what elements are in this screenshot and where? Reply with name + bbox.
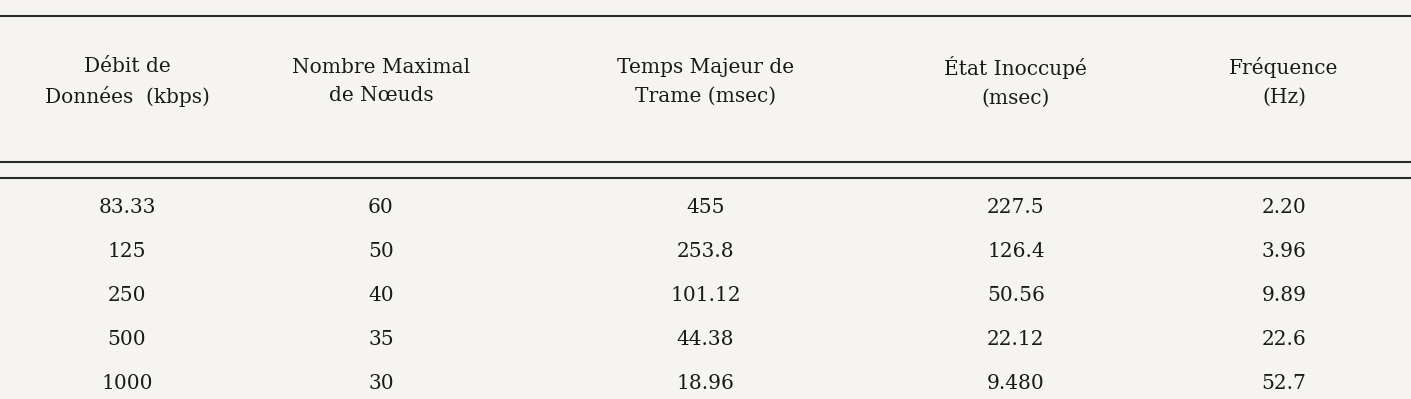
Text: 253.8: 253.8 <box>677 242 734 261</box>
Text: 455: 455 <box>686 198 725 217</box>
Text: 50.56: 50.56 <box>986 286 1046 305</box>
Text: 35: 35 <box>368 330 394 349</box>
Text: 9.89: 9.89 <box>1261 286 1307 305</box>
Text: 125: 125 <box>107 242 147 261</box>
Text: 22.12: 22.12 <box>988 330 1044 349</box>
Text: 2.20: 2.20 <box>1261 198 1307 217</box>
Text: 3.96: 3.96 <box>1261 242 1307 261</box>
Text: 9.480: 9.480 <box>988 374 1044 393</box>
Text: Débit de
Données  (kbps): Débit de Données (kbps) <box>45 57 209 107</box>
Text: Fréquence
(Hz): Fréquence (Hz) <box>1229 57 1339 106</box>
Text: 60: 60 <box>368 198 394 217</box>
Text: 126.4: 126.4 <box>988 242 1044 261</box>
Text: 83.33: 83.33 <box>99 198 155 217</box>
Text: 52.7: 52.7 <box>1261 374 1307 393</box>
Text: 101.12: 101.12 <box>670 286 741 305</box>
Text: 40: 40 <box>368 286 394 305</box>
Text: État Inoccupé
(msec): État Inoccupé (msec) <box>944 56 1088 107</box>
Text: 44.38: 44.38 <box>677 330 734 349</box>
Text: 1000: 1000 <box>102 374 152 393</box>
Text: 18.96: 18.96 <box>676 374 735 393</box>
Text: 22.6: 22.6 <box>1261 330 1307 349</box>
Text: 250: 250 <box>107 286 147 305</box>
Text: 227.5: 227.5 <box>988 198 1044 217</box>
Text: 50: 50 <box>368 242 394 261</box>
Text: 30: 30 <box>368 374 394 393</box>
Text: Temps Majeur de
Trame (msec): Temps Majeur de Trame (msec) <box>617 58 794 105</box>
Text: 500: 500 <box>107 330 147 349</box>
Text: Nombre Maximal
de Nœuds: Nombre Maximal de Nœuds <box>292 58 470 105</box>
